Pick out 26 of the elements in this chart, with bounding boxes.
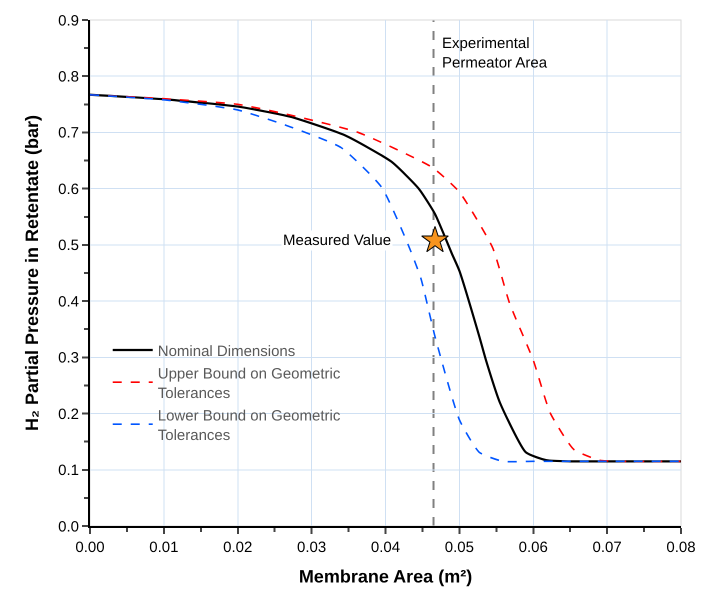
annotation: Measured Value (283, 232, 392, 249)
y-tick-label: 0.2 (58, 406, 79, 423)
y-axis-title: H₂ Partial Pressure in Retentate (bar) (22, 114, 42, 432)
y-tick-label: 0.8 (58, 68, 79, 86)
y-tick-label: 0.4 (58, 293, 79, 310)
x-tick-label: 0.00 (75, 539, 105, 556)
x-axis-title: Membrane Area (m²) (298, 566, 472, 587)
x-tick-label: 0.01 (149, 539, 178, 556)
x-tick-label: 0.06 (518, 539, 548, 556)
legend-label: Nominal Dimensions (158, 342, 296, 360)
y-tick-label: 0.3 (58, 350, 79, 367)
legend-label: Upper Bound on Geometric Tolerances (158, 365, 341, 402)
y-tick-label: 0.0 (58, 518, 79, 536)
x-tick-label: 0.04 (370, 539, 400, 556)
y-tick-label: 0.9 (58, 12, 79, 30)
x-tick-label: 0.05 (444, 539, 474, 556)
y-tick-label: 0.5 (58, 237, 79, 254)
ref-line-label: Experimental Permeator Area (442, 35, 548, 72)
x-tick-label: 0.03 (297, 539, 326, 556)
y-tick-label: 0.6 (58, 180, 79, 198)
y-tick-label: 0.1 (58, 462, 79, 480)
y-tick-label: 0.7 (58, 124, 79, 142)
x-tick-label: 0.08 (666, 539, 696, 556)
x-tick-label: 0.02 (223, 539, 252, 556)
legend-label: Lower Bound on Geometric Tolerances (158, 407, 341, 444)
x-tick-label: 0.07 (592, 539, 622, 556)
